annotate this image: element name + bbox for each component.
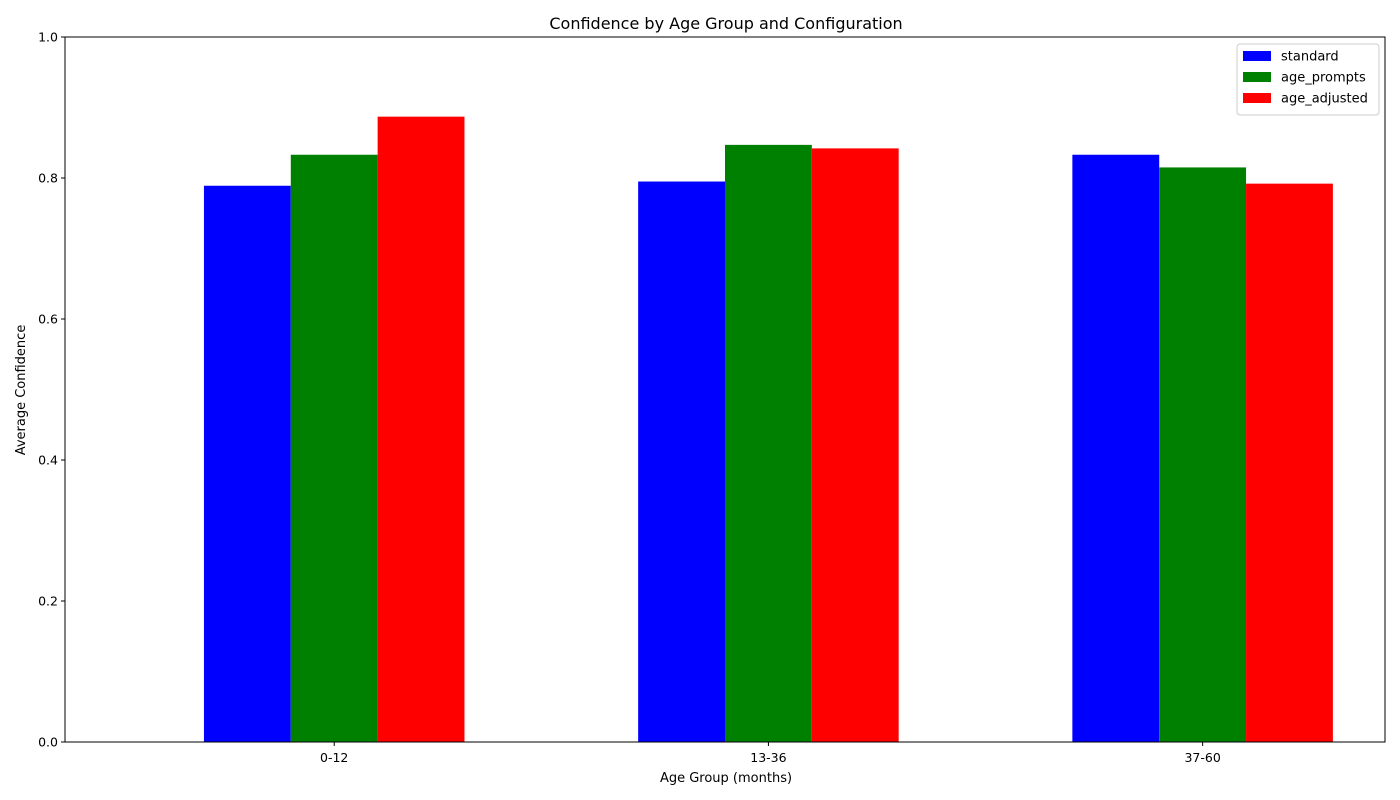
bar-age_adjusted-13-36 [811, 148, 899, 742]
y-tick-label: 1.0 [38, 30, 58, 45]
x-axis: 0-12 13-36 37-60 [320, 742, 1221, 765]
x-tick-label: 0-12 [320, 750, 348, 765]
bar-standard-37-60 [1072, 154, 1160, 743]
bar-age_prompts-0-12 [290, 154, 378, 743]
y-tick-label: 0.8 [38, 171, 58, 186]
bar-age_prompts-37-60 [1159, 167, 1247, 742]
x-axis-label: Age Group (months) [660, 771, 792, 786]
y-tick-label: 0.0 [38, 735, 58, 750]
y-axis: 0.0 0.2 0.4 0.6 0.8 1.0 [38, 30, 65, 750]
bar-standard-0-12 [203, 185, 291, 742]
x-tick-label: 13-36 [750, 750, 786, 765]
bars-layer [203, 116, 1333, 743]
bar-standard-13-36 [638, 181, 725, 742]
bar-age_prompts-13-36 [725, 144, 812, 742]
y-tick-label: 0.4 [38, 453, 58, 468]
y-axis-label: Average Confidence [14, 325, 29, 456]
legend-label-standard: standard [1281, 50, 1339, 65]
legend-swatch-age_prompts [1243, 72, 1271, 82]
y-tick-label: 0.2 [38, 594, 58, 609]
bar-age_adjusted-0-12 [377, 116, 465, 742]
legend: standard age_prompts age_adjusted [1236, 43, 1380, 116]
chart-title: Confidence by Age Group and Configuratio… [549, 14, 902, 33]
legend-box [1236, 43, 1380, 116]
y-tick-label: 0.6 [38, 312, 58, 327]
legend-label-age_prompts: age_prompts [1281, 71, 1366, 86]
legend-swatch-standard [1243, 51, 1271, 61]
bar-age_adjusted-37-60 [1246, 183, 1333, 742]
legend-label-age_adjusted: age_adjusted [1281, 92, 1368, 107]
plot-frame [64, 36, 1386, 743]
x-tick-label: 37-60 [1184, 750, 1220, 765]
legend-swatch-age_adjusted [1243, 93, 1271, 103]
